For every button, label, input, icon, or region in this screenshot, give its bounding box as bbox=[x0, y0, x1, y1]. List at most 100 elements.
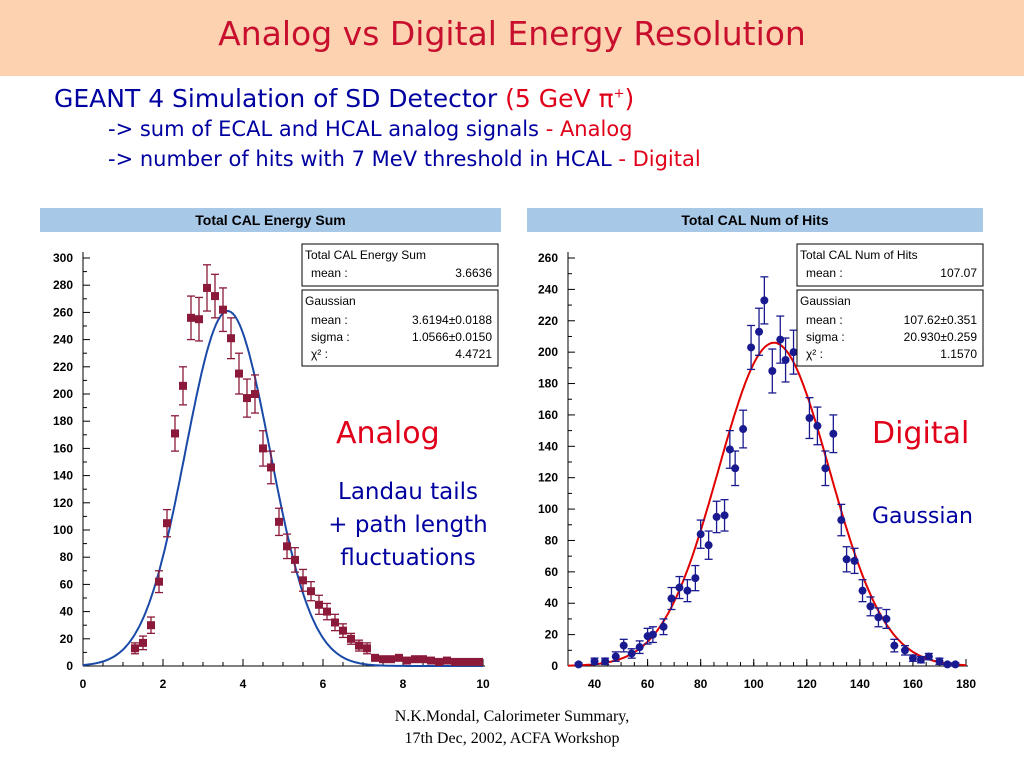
y-tick-label: 300 bbox=[53, 251, 73, 265]
stats-value: 3.6636 bbox=[455, 266, 492, 280]
analog-note: Landau tails + path length fluctuations bbox=[308, 476, 508, 575]
data-point bbox=[395, 653, 403, 662]
data-point bbox=[475, 657, 483, 666]
x-tick-label: 100 bbox=[744, 677, 764, 691]
data-point bbox=[363, 644, 371, 653]
data-point bbox=[139, 638, 147, 647]
stats-box-summary bbox=[796, 243, 984, 287]
data-point bbox=[659, 622, 668, 631]
data-point bbox=[339, 626, 347, 635]
data-point bbox=[187, 313, 195, 322]
data-point bbox=[590, 657, 599, 666]
stats-label: mean : bbox=[806, 266, 843, 280]
stats-value: 1.0566±0.0150 bbox=[412, 330, 492, 344]
digital-label: Digital bbox=[872, 416, 970, 451]
x-tick-label: 120 bbox=[797, 677, 817, 691]
data-point bbox=[704, 541, 713, 550]
stats-label: mean : bbox=[311, 266, 348, 280]
data-point bbox=[411, 655, 419, 664]
data-point bbox=[768, 366, 777, 375]
stats-label: sigma : bbox=[806, 330, 845, 344]
x-tick-label: 180 bbox=[956, 677, 976, 691]
data-point bbox=[323, 607, 331, 616]
y-tick-label: 240 bbox=[53, 333, 73, 347]
y-tick-label: 280 bbox=[53, 278, 73, 292]
data-point bbox=[315, 600, 323, 609]
x-tick-label: 4 bbox=[240, 677, 247, 691]
y-tick-label: 200 bbox=[53, 387, 73, 401]
y-tick-label: 40 bbox=[60, 605, 74, 619]
y-tick-label: 0 bbox=[551, 659, 558, 673]
footer-line: 17th Dec, 2002, ACFA Workshop bbox=[404, 730, 620, 747]
data-point bbox=[163, 519, 171, 528]
data-point bbox=[813, 421, 822, 430]
data-point bbox=[635, 643, 644, 652]
data-point bbox=[850, 556, 859, 565]
y-tick-label: 240 bbox=[538, 282, 558, 296]
data-point bbox=[219, 305, 227, 314]
stats-value: 1.1570 bbox=[940, 347, 977, 361]
data-point bbox=[419, 655, 427, 664]
data-point bbox=[842, 555, 851, 564]
data-point bbox=[235, 369, 243, 378]
data-point bbox=[866, 602, 875, 611]
data-point bbox=[243, 394, 251, 403]
y-tick-label: 100 bbox=[53, 523, 73, 537]
data-point bbox=[755, 327, 764, 336]
stats-value: 3.6194±0.0188 bbox=[412, 313, 492, 327]
stats-value: 107.07 bbox=[940, 266, 977, 280]
data-point bbox=[951, 660, 960, 669]
y-tick-label: 260 bbox=[53, 305, 73, 319]
bullet-analog: -> sum of ECAL and HCAL analog signals -… bbox=[108, 117, 633, 141]
data-point bbox=[347, 634, 355, 643]
data-point bbox=[747, 343, 756, 352]
analog-note-line: + path length bbox=[328, 512, 488, 538]
data-point bbox=[611, 652, 620, 661]
data-point bbox=[619, 641, 628, 650]
data-point bbox=[935, 657, 944, 666]
data-point bbox=[789, 348, 798, 357]
y-tick-label: 100 bbox=[538, 502, 558, 516]
stats-box-summary bbox=[301, 243, 499, 287]
stats-label: χ² : bbox=[311, 347, 328, 361]
stats-label: Gaussian bbox=[800, 294, 851, 308]
data-point bbox=[760, 296, 769, 305]
data-point bbox=[275, 517, 283, 526]
data-point bbox=[155, 577, 163, 586]
bullet-analog-text: -> sum of ECAL and HCAL analog signals bbox=[108, 117, 539, 141]
stats-value: 4.4721 bbox=[455, 347, 492, 361]
data-point bbox=[829, 429, 838, 438]
x-tick-label: 6 bbox=[320, 677, 327, 691]
data-point bbox=[355, 641, 363, 650]
stats-label: mean : bbox=[311, 313, 348, 327]
x-tick-label: 60 bbox=[641, 677, 655, 691]
data-point bbox=[874, 613, 883, 622]
data-point bbox=[459, 657, 467, 666]
data-point bbox=[821, 464, 830, 473]
data-point bbox=[267, 463, 275, 472]
data-point bbox=[924, 652, 933, 661]
x-tick-label: 160 bbox=[903, 677, 923, 691]
data-point bbox=[781, 356, 790, 364]
stats-label: sigma : bbox=[311, 330, 350, 344]
y-tick-label: 160 bbox=[53, 441, 73, 455]
analog-energy-plot: Total CAL Energy Sum02040608010012014016… bbox=[40, 208, 501, 691]
data-point bbox=[451, 657, 459, 666]
x-tick-label: 2 bbox=[160, 677, 167, 691]
gaussian-fit-curve bbox=[82, 309, 483, 667]
data-point bbox=[307, 587, 315, 596]
data-point bbox=[179, 381, 187, 390]
data-point bbox=[890, 641, 899, 650]
data-point bbox=[379, 655, 387, 664]
y-tick-label: 20 bbox=[60, 632, 74, 646]
data-point bbox=[403, 656, 411, 665]
data-point bbox=[251, 390, 259, 398]
energy-text: (5 GeV π bbox=[505, 84, 614, 113]
plot-title: Total CAL Num of Hits bbox=[681, 212, 828, 228]
data-point bbox=[574, 660, 583, 669]
data-point bbox=[211, 292, 219, 301]
y-tick-label: 220 bbox=[53, 360, 73, 374]
x-tick-label: 8 bbox=[400, 677, 407, 691]
data-point bbox=[943, 660, 952, 669]
stats-box-fit bbox=[301, 289, 499, 367]
